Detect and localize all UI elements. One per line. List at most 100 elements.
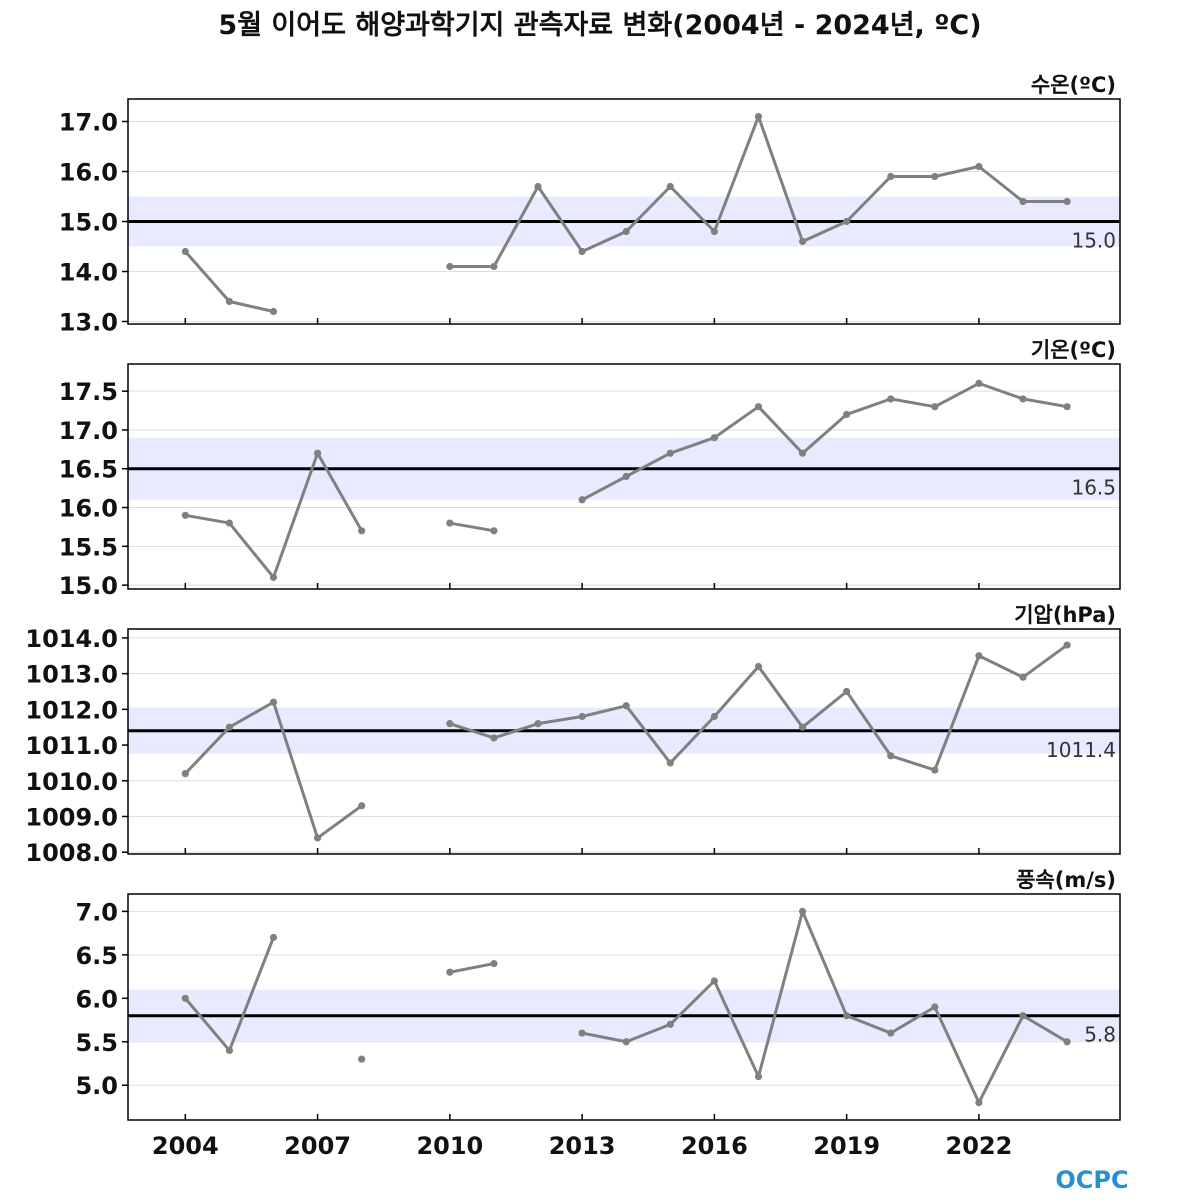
mean-label: 15.0	[1071, 229, 1116, 253]
y-tick-label: 6.5	[75, 942, 118, 970]
mean-label: 16.5	[1071, 476, 1116, 500]
y-tick-label: 17.0	[59, 109, 118, 137]
data-point	[181, 770, 189, 778]
data-point	[622, 227, 630, 236]
chart-title: 5월 이어도 해양과학기지 관측자료 변화(2004년 - 2024년, ºC)	[218, 10, 981, 41]
data-point	[181, 511, 189, 519]
chart-panels: 15.013.014.015.016.017.0수온(ºC)16.515.015…	[25, 73, 1121, 1160]
y-tick-label: 6.0	[75, 985, 118, 1013]
data-point	[843, 1012, 851, 1020]
data-point	[887, 1029, 895, 1037]
data-point	[843, 687, 851, 696]
panel-1: 15.0 13.0 14.0 15.0 16.0 17.0 수온(ºC)	[59, 73, 1121, 337]
x-tick-label: 2004	[152, 1132, 219, 1160]
data-point	[931, 766, 939, 774]
series-line	[449, 962, 495, 974]
data-point	[754, 662, 763, 671]
data-point	[313, 834, 322, 842]
logo-text: OCPC	[1055, 1166, 1128, 1194]
plot-frame	[127, 98, 1121, 325]
y-tick-label: 15.5	[59, 533, 118, 561]
data-point	[887, 395, 895, 403]
data-point	[225, 519, 234, 527]
y-tick-label: 5.5	[75, 1029, 118, 1057]
data-point	[710, 227, 718, 236]
data-point	[1019, 1012, 1027, 1020]
data-point	[975, 1099, 983, 1107]
data-point	[931, 1003, 939, 1011]
y-tick-label: 1014.0	[25, 625, 118, 653]
series-line	[449, 521, 495, 533]
x-tick-label: 2016	[681, 1132, 748, 1160]
data-point	[181, 247, 189, 256]
data-point	[666, 449, 674, 457]
data-point	[225, 1046, 234, 1055]
panel-label: 기온(ºC)	[1031, 338, 1116, 362]
plot-frame	[127, 628, 1121, 855]
panel-label: 수온(ºC)	[1031, 73, 1116, 97]
data-point	[798, 237, 807, 246]
data-point	[269, 933, 278, 942]
data-point	[1019, 197, 1027, 206]
data-point	[931, 172, 939, 181]
data-point	[269, 698, 278, 706]
data-point	[358, 1055, 366, 1063]
mean-label: 1011.4	[1046, 738, 1116, 762]
series-line	[581, 381, 1068, 502]
data-point	[490, 734, 498, 742]
data-point	[446, 720, 454, 728]
y-tick-label: 5.0	[75, 1072, 118, 1100]
y-tick-label: 15.0	[59, 209, 118, 237]
y-tick-label: 1012.0	[25, 696, 118, 724]
data-point	[975, 652, 983, 660]
y-tick-label: 17.5	[59, 378, 118, 406]
data-point	[622, 472, 630, 481]
data-point	[666, 1020, 674, 1028]
data-point	[887, 752, 895, 760]
data-point	[1063, 403, 1071, 411]
data-point	[490, 262, 498, 271]
y-tick-label: 14.0	[59, 259, 118, 287]
panel-2: 16.5 15.0 15.5 16.0 16.5 17.0 17.5 기온(ºC)	[59, 338, 1121, 600]
data-point	[578, 1029, 586, 1037]
data-point	[181, 994, 189, 1002]
data-point	[666, 182, 674, 191]
data-point	[975, 379, 983, 387]
y-tick-label: 1009.0	[25, 804, 118, 832]
mean-label: 5.8	[1084, 1023, 1116, 1047]
data-point	[446, 262, 454, 271]
data-point	[490, 527, 498, 535]
y-tick-label: 16.5	[59, 456, 118, 484]
data-point	[975, 162, 983, 171]
data-point	[269, 307, 278, 316]
x-tick-label: 2010	[416, 1132, 483, 1160]
data-point	[1063, 197, 1071, 206]
data-point	[269, 573, 278, 581]
data-point	[1019, 395, 1027, 403]
data-point	[446, 968, 454, 976]
panel-4: 5.8 5.0 5.5 6.0 6.5 7.0 풍속(m/s)	[75, 868, 1121, 1121]
y-tick-label: 16.0	[59, 159, 118, 187]
data-point	[798, 449, 807, 457]
panel-label: 풍속(m/s)	[1016, 868, 1116, 892]
data-point	[1019, 673, 1027, 681]
y-tick-label: 1008.0	[25, 839, 118, 867]
data-point	[710, 712, 718, 721]
panel-3: 1011.4 1008.0 1009.0 1010.0 1011.0 1012.0 1013…	[25, 603, 1121, 867]
data-point	[843, 217, 851, 226]
data-point	[225, 723, 234, 731]
ocpc-logo: OCPC	[1055, 1166, 1128, 1194]
data-point	[1063, 641, 1071, 649]
data-point	[754, 403, 763, 411]
data-point	[313, 449, 322, 457]
data-point	[1063, 1038, 1071, 1046]
data-point	[798, 907, 807, 915]
plot-frame	[127, 893, 1121, 1121]
y-tick-label: 17.0	[59, 417, 118, 445]
panel-label: 기압(hPa)	[1014, 603, 1116, 627]
data-point	[578, 712, 586, 721]
data-point	[622, 1038, 630, 1046]
data-point	[490, 959, 498, 968]
y-tick-label: 1011.0	[25, 732, 118, 760]
